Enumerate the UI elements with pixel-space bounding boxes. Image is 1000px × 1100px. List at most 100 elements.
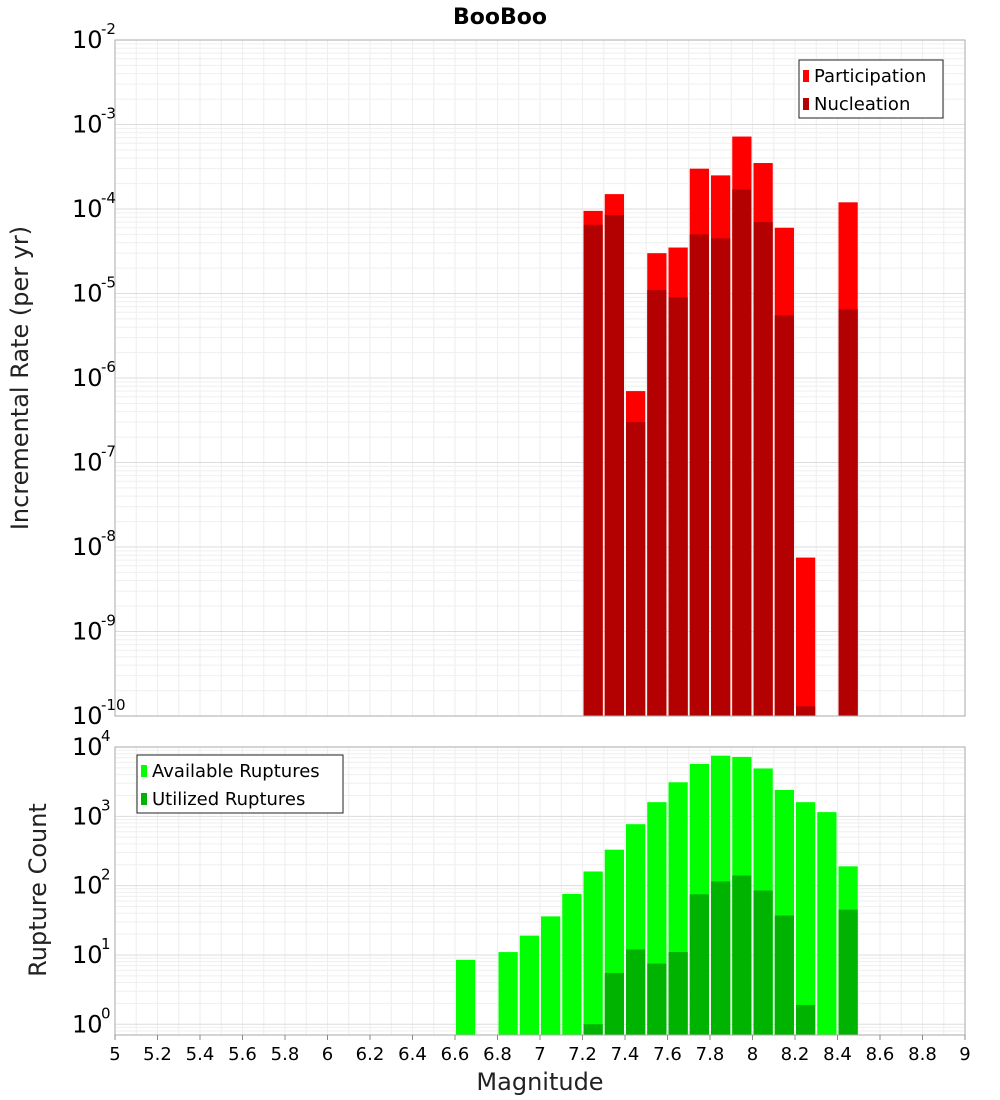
count-y-axis-label: Rupture Count [24,803,52,977]
rate-y-tick-exponent: -7 [101,443,116,461]
rate-y-tick-label: 10 [72,702,103,730]
count-bar-utilized-ruptures [668,952,688,1035]
rate-bar-nucleation [796,706,816,716]
rate-plot: 10-1010-910-810-710-610-510-410-310-2Par… [72,20,966,730]
count-legend-swatch [141,793,147,805]
x-tick-label: 6.4 [398,1044,427,1065]
rate-y-tick-exponent: -6 [101,358,116,376]
rate-y-tick-label: 10 [72,449,103,477]
x-axis-label: Magnitude [476,1068,603,1096]
rate-bar-nucleation [668,297,688,716]
rate-y-tick-label: 10 [72,195,103,223]
count-bar-available-ruptures [796,802,816,1035]
rate-bar-nucleation [711,238,731,717]
rate-y-tick-label: 10 [72,618,103,646]
rate-y-tick-exponent: -4 [101,189,116,207]
x-tick-label: 7.2 [568,1044,597,1065]
rate-legend-swatch [803,98,809,110]
count-bar-utilized-ruptures [838,909,858,1035]
count-legend-label: Available Ruptures [152,761,320,782]
count-bar-utilized-ruptures [647,963,667,1035]
count-y-tick-exponent: 3 [101,796,111,814]
count-bar-utilized-ruptures [604,972,624,1035]
count-y-tick-label: 10 [72,941,103,969]
x-tick-label: 8.4 [823,1044,852,1065]
count-y-tick-label: 10 [72,802,103,830]
rate-y-tick-exponent: -8 [101,527,116,545]
count-bar-utilized-ruptures [753,890,773,1035]
rate-legend-label: Nucleation [814,94,910,115]
chart-title: BooBoo [453,5,547,30]
rate-legend: Participation Nucleation [798,59,944,119]
x-tick-label: 9 [959,1044,970,1065]
count-legend: Available Ruptures Utilized Ruptures [136,754,344,814]
count-y-tick-label: 10 [72,733,103,761]
rate-y-tick-label: 10 [72,364,103,392]
x-tick-label: 6.2 [356,1044,385,1065]
rate-y-axis-label: Incremental Rate (per yr) [6,226,34,530]
count-bar-available-ruptures [562,893,582,1035]
x-tick-label: 6.6 [441,1044,470,1065]
x-tick-label: 5 [109,1044,120,1065]
rate-bar-nucleation [732,189,752,716]
x-tick-label: 5.6 [228,1044,257,1065]
count-y-tick-exponent: 4 [101,727,111,745]
x-tick-label: 7.6 [653,1044,682,1065]
count-bar-utilized-ruptures [583,1024,603,1035]
rate-plot-frame [114,39,966,717]
count-y-tick-label: 10 [72,872,103,900]
count-legend-swatch [141,765,147,777]
rate-bar-participation [796,557,816,716]
rate-y-tick-exponent: -3 [101,105,116,123]
count-bar-available-ruptures [817,812,837,1035]
count-bar-utilized-ruptures [774,915,794,1035]
rate-y-tick-label: 10 [72,111,103,139]
count-legend-box [136,754,344,814]
rate-bar-nucleation [647,290,667,716]
rate-legend-label: Participation [814,66,926,87]
rate-y-tick-label: 10 [72,26,103,54]
rate-y-tick-exponent: -10 [101,696,126,714]
rate-bar-nucleation [583,224,603,716]
count-legend-label: Utilized Ruptures [152,789,305,810]
count-y-tick-exponent: 2 [101,866,111,884]
count-bar-available-ruptures [583,871,603,1035]
rate-bar-nucleation [753,222,773,716]
rate-y-tick-exponent: -2 [101,20,116,38]
rate-bar-nucleation [626,422,646,716]
rate-legend-box [798,59,944,119]
count-bar-utilized-ruptures [711,881,731,1035]
x-tick-label: 8 [747,1044,758,1065]
rate-y-tick-label: 10 [72,533,103,561]
x-tick-label: 6.8 [483,1044,512,1065]
x-tick-label: 8.6 [866,1044,895,1065]
rate-bar-nucleation [604,214,624,716]
count-bar-utilized-ruptures [626,949,646,1035]
count-y-tick-exponent: 1 [101,935,111,953]
x-tick-label: 6 [322,1044,333,1065]
x-tick-label: 7.8 [696,1044,725,1065]
rate-y-tick-label: 10 [72,280,103,308]
count-bar-utilized-ruptures [732,875,752,1035]
count-bar-utilized-ruptures [796,1004,816,1035]
count-bar-available-ruptures [519,935,539,1035]
x-tick-label: 8.2 [781,1044,810,1065]
x-tick-label: 5.4 [186,1044,215,1065]
x-tick-label: 8.8 [908,1044,937,1065]
x-tick-label: 7 [534,1044,545,1065]
rate-legend-swatch [803,70,809,82]
x-tick-label: 7.4 [611,1044,640,1065]
rate-bar-nucleation [689,234,709,717]
count-bar-available-ruptures [456,959,476,1035]
rate-bar-nucleation [774,315,794,716]
rate-y-tick-exponent: -5 [101,274,116,292]
rate-bar-nucleation [838,309,858,716]
count-bar-available-ruptures [498,952,518,1035]
count-y-tick-label: 10 [72,1010,103,1038]
count-bar-available-ruptures [541,916,561,1035]
x-tick-label: 5.8 [271,1044,300,1065]
rate-y-tick-exponent: -9 [101,612,116,630]
x-tick-label: 5.2 [143,1044,172,1065]
